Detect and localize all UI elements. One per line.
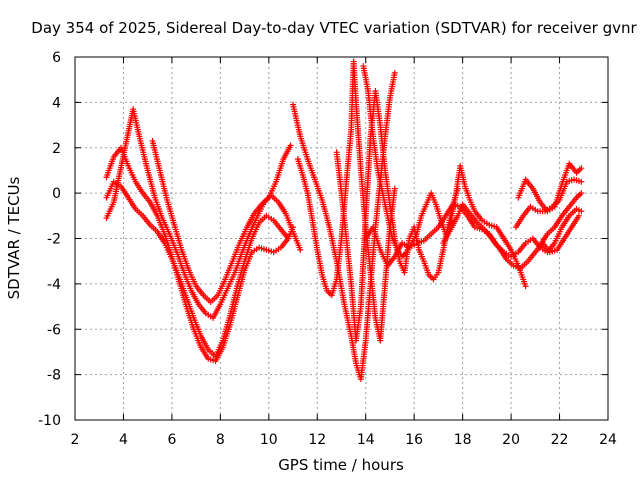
series-track-3 [103,106,304,321]
x-tick-label: 24 [599,432,617,448]
x-tick-label: 22 [551,432,569,448]
series-track-12 [512,176,585,231]
series-track-1 [103,144,297,365]
data-point [391,69,398,76]
y-tick-label: 6 [52,50,61,66]
chart-title: Day 354 of 2025, Sidereal Day-to-day VTE… [31,19,637,37]
series-track-13 [537,190,585,249]
series-track-6 [294,58,398,344]
data-point [285,235,292,242]
y-tick-label: 2 [52,141,61,157]
data-point [578,178,585,185]
x-tick-label: 14 [357,432,375,448]
series-track-5 [290,69,398,383]
data-point [297,246,304,253]
x-tick-label: 12 [308,432,326,448]
x-tick-label: 16 [405,432,423,448]
x-tick-label: 8 [216,432,225,448]
y-tick-label: -10 [38,413,61,429]
y-tick-label: 0 [52,186,61,202]
y-tick-label: -8 [47,368,61,384]
x-tick-label: 20 [502,432,520,448]
data-point [578,208,585,215]
x-tick-label: 6 [167,432,176,448]
x-tick-label: 2 [71,432,80,448]
data-point [578,190,585,197]
series-track-10 [440,201,582,271]
x-axis-label: GPS time / hours [278,456,404,474]
y-tick-label: -6 [47,322,61,338]
y-axis-label: SDTVAR / TECUs [5,176,23,299]
y-tick-labels: -10 -8 -6 -4 -2 0 2 4 6 [38,50,61,429]
data-point [391,185,398,192]
y-tick-label: -2 [47,232,61,248]
x-tick-label: 18 [454,432,472,448]
x-tick-label: 10 [260,432,278,448]
data-points [103,58,585,383]
data-point [578,165,585,172]
x-tick-label: 4 [119,432,128,448]
data-point [575,212,582,219]
plot-frame [74,56,609,421]
y-tick-label: -4 [47,277,61,293]
series-track-8 [360,63,529,290]
x-tick-labels: 2 4 6 8 10 12 14 16 18 20 22 24 [71,432,617,448]
y-tick-label: 4 [52,95,61,111]
data-point [522,283,529,290]
series-track-4 [149,137,294,306]
data-point [287,142,294,149]
